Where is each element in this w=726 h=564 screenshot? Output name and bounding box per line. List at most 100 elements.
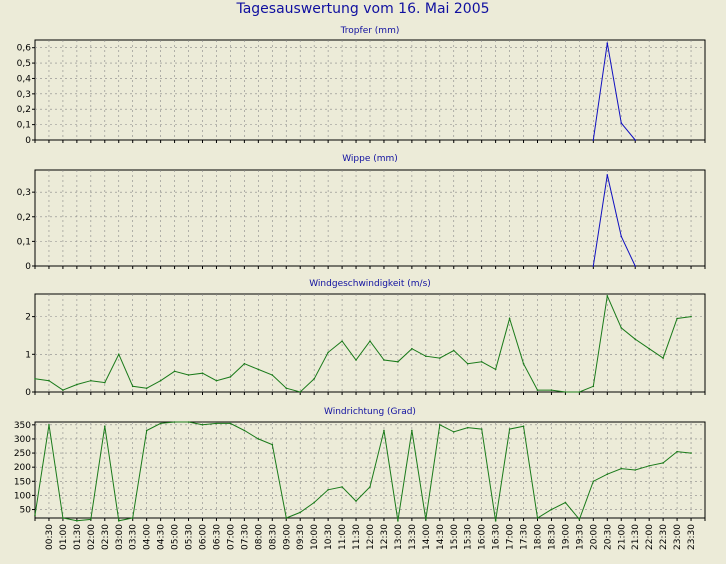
data-point (313, 501, 315, 504)
data-point (466, 426, 469, 429)
data-point (62, 517, 64, 519)
data-point (522, 362, 525, 365)
x-tick-label: 12:30 (380, 524, 390, 550)
series-line (34, 294, 692, 393)
data-point (452, 349, 455, 352)
y-tick-label: 0,6 (17, 44, 32, 54)
y-tick-label: 0,2 (17, 105, 31, 115)
y-tick-label: 150 (14, 477, 31, 487)
x-tick-label: 21:00 (617, 524, 627, 550)
y-tick-label: 100 (14, 491, 31, 501)
data-point (564, 391, 567, 393)
data-point (592, 139, 595, 141)
data-point (131, 517, 134, 519)
data-point (634, 139, 637, 141)
data-point (145, 387, 148, 390)
data-point (620, 467, 623, 470)
panel-title: Windrichtung (Grad) (324, 407, 416, 417)
y-tick-label: 0,2 (17, 213, 31, 223)
y-tick-label: 0 (25, 388, 31, 398)
data-point (341, 340, 343, 342)
data-point (369, 486, 371, 488)
data-point (145, 429, 148, 432)
x-tick-label: 13:30 (408, 524, 418, 550)
x-tick-label: 20:00 (589, 524, 599, 550)
series-line (34, 421, 692, 522)
x-tick-label: 04:00 (143, 524, 153, 550)
data-point (606, 42, 609, 44)
x-tick-label: 05:00 (171, 524, 181, 550)
y-tick-label: 0,5 (17, 59, 31, 69)
x-tick-label: 21:30 (631, 524, 641, 550)
x-tick-label: 06:00 (199, 524, 209, 550)
data-point (606, 295, 609, 297)
data-point (299, 391, 302, 393)
x-tick-label: 18:30 (547, 524, 557, 550)
data-point (257, 368, 260, 371)
data-point (327, 488, 329, 491)
chart-panel: Tropfer (mm) 0 0,1 0,2 0,3 0,4 0,5 0,6 (17, 26, 706, 146)
x-tick-label: 00:30 (45, 524, 55, 550)
data-point (355, 500, 357, 502)
data-point (397, 520, 399, 522)
x-tick-label: 23:30 (687, 524, 697, 550)
x-tick-label: 17:00 (506, 524, 516, 550)
y-tick-label: 0,3 (17, 188, 31, 198)
data-point (494, 520, 497, 522)
x-tick-label: 19:00 (561, 524, 571, 550)
x-tick-label: 12:00 (366, 524, 376, 550)
data-point (522, 425, 525, 428)
y-tick-label: 2 (25, 313, 31, 323)
data-point (215, 422, 218, 425)
x-tick-label: 15:00 (450, 524, 460, 550)
x-tick-label: 22:00 (645, 524, 655, 550)
data-point (187, 374, 190, 376)
data-point (243, 429, 246, 432)
x-tick-label: 01:00 (59, 524, 69, 550)
x-tick-label: 08:00 (254, 524, 264, 550)
data-point (480, 428, 483, 430)
data-point (383, 429, 385, 432)
y-tick-label: 0 (25, 262, 31, 272)
data-point (578, 391, 581, 393)
series-line (592, 43, 636, 141)
data-point (159, 422, 162, 425)
data-point (215, 379, 218, 382)
x-tick-label: 02:00 (87, 524, 97, 550)
x-tick-label: 14:30 (436, 524, 446, 550)
data-point (648, 464, 650, 467)
x-tick-label: 06:30 (212, 524, 222, 550)
x-tick-label: 07:00 (226, 524, 236, 550)
data-point (187, 421, 190, 423)
series-line (592, 174, 636, 267)
x-tick-label: 17:30 (520, 524, 530, 550)
data-point (341, 486, 343, 488)
chart-main-title: Tagesauswertung vom 16. Mai 2005 (236, 1, 490, 17)
x-tick-label: 10:00 (310, 524, 320, 550)
data-point (313, 378, 315, 380)
x-tick-label: 09:30 (296, 524, 306, 550)
data-point (34, 514, 36, 516)
chart-panel: Wippe (mm) 0 0,1 0,2 0,3 (17, 154, 706, 272)
data-point (243, 362, 246, 365)
y-tick-label: 200 (14, 463, 31, 473)
x-tick-label: 20:30 (603, 524, 613, 550)
y-tick-label: 0 (25, 136, 31, 146)
data-point (201, 424, 204, 426)
x-tick-label: 18:00 (534, 524, 544, 550)
x-tick-label: 04:30 (157, 524, 167, 550)
data-point (62, 389, 64, 391)
y-tick-label: 0,4 (17, 74, 32, 84)
y-tick-label: 300 (14, 435, 31, 445)
data-point (480, 361, 483, 363)
data-point (271, 374, 274, 376)
data-point (34, 378, 36, 380)
x-tick-label: 08:30 (268, 524, 278, 550)
data-point (285, 517, 288, 519)
data-point (425, 518, 427, 521)
data-point (634, 469, 637, 471)
x-tick-label: 16:00 (478, 524, 488, 550)
data-point (494, 368, 497, 371)
data-point (173, 370, 176, 373)
